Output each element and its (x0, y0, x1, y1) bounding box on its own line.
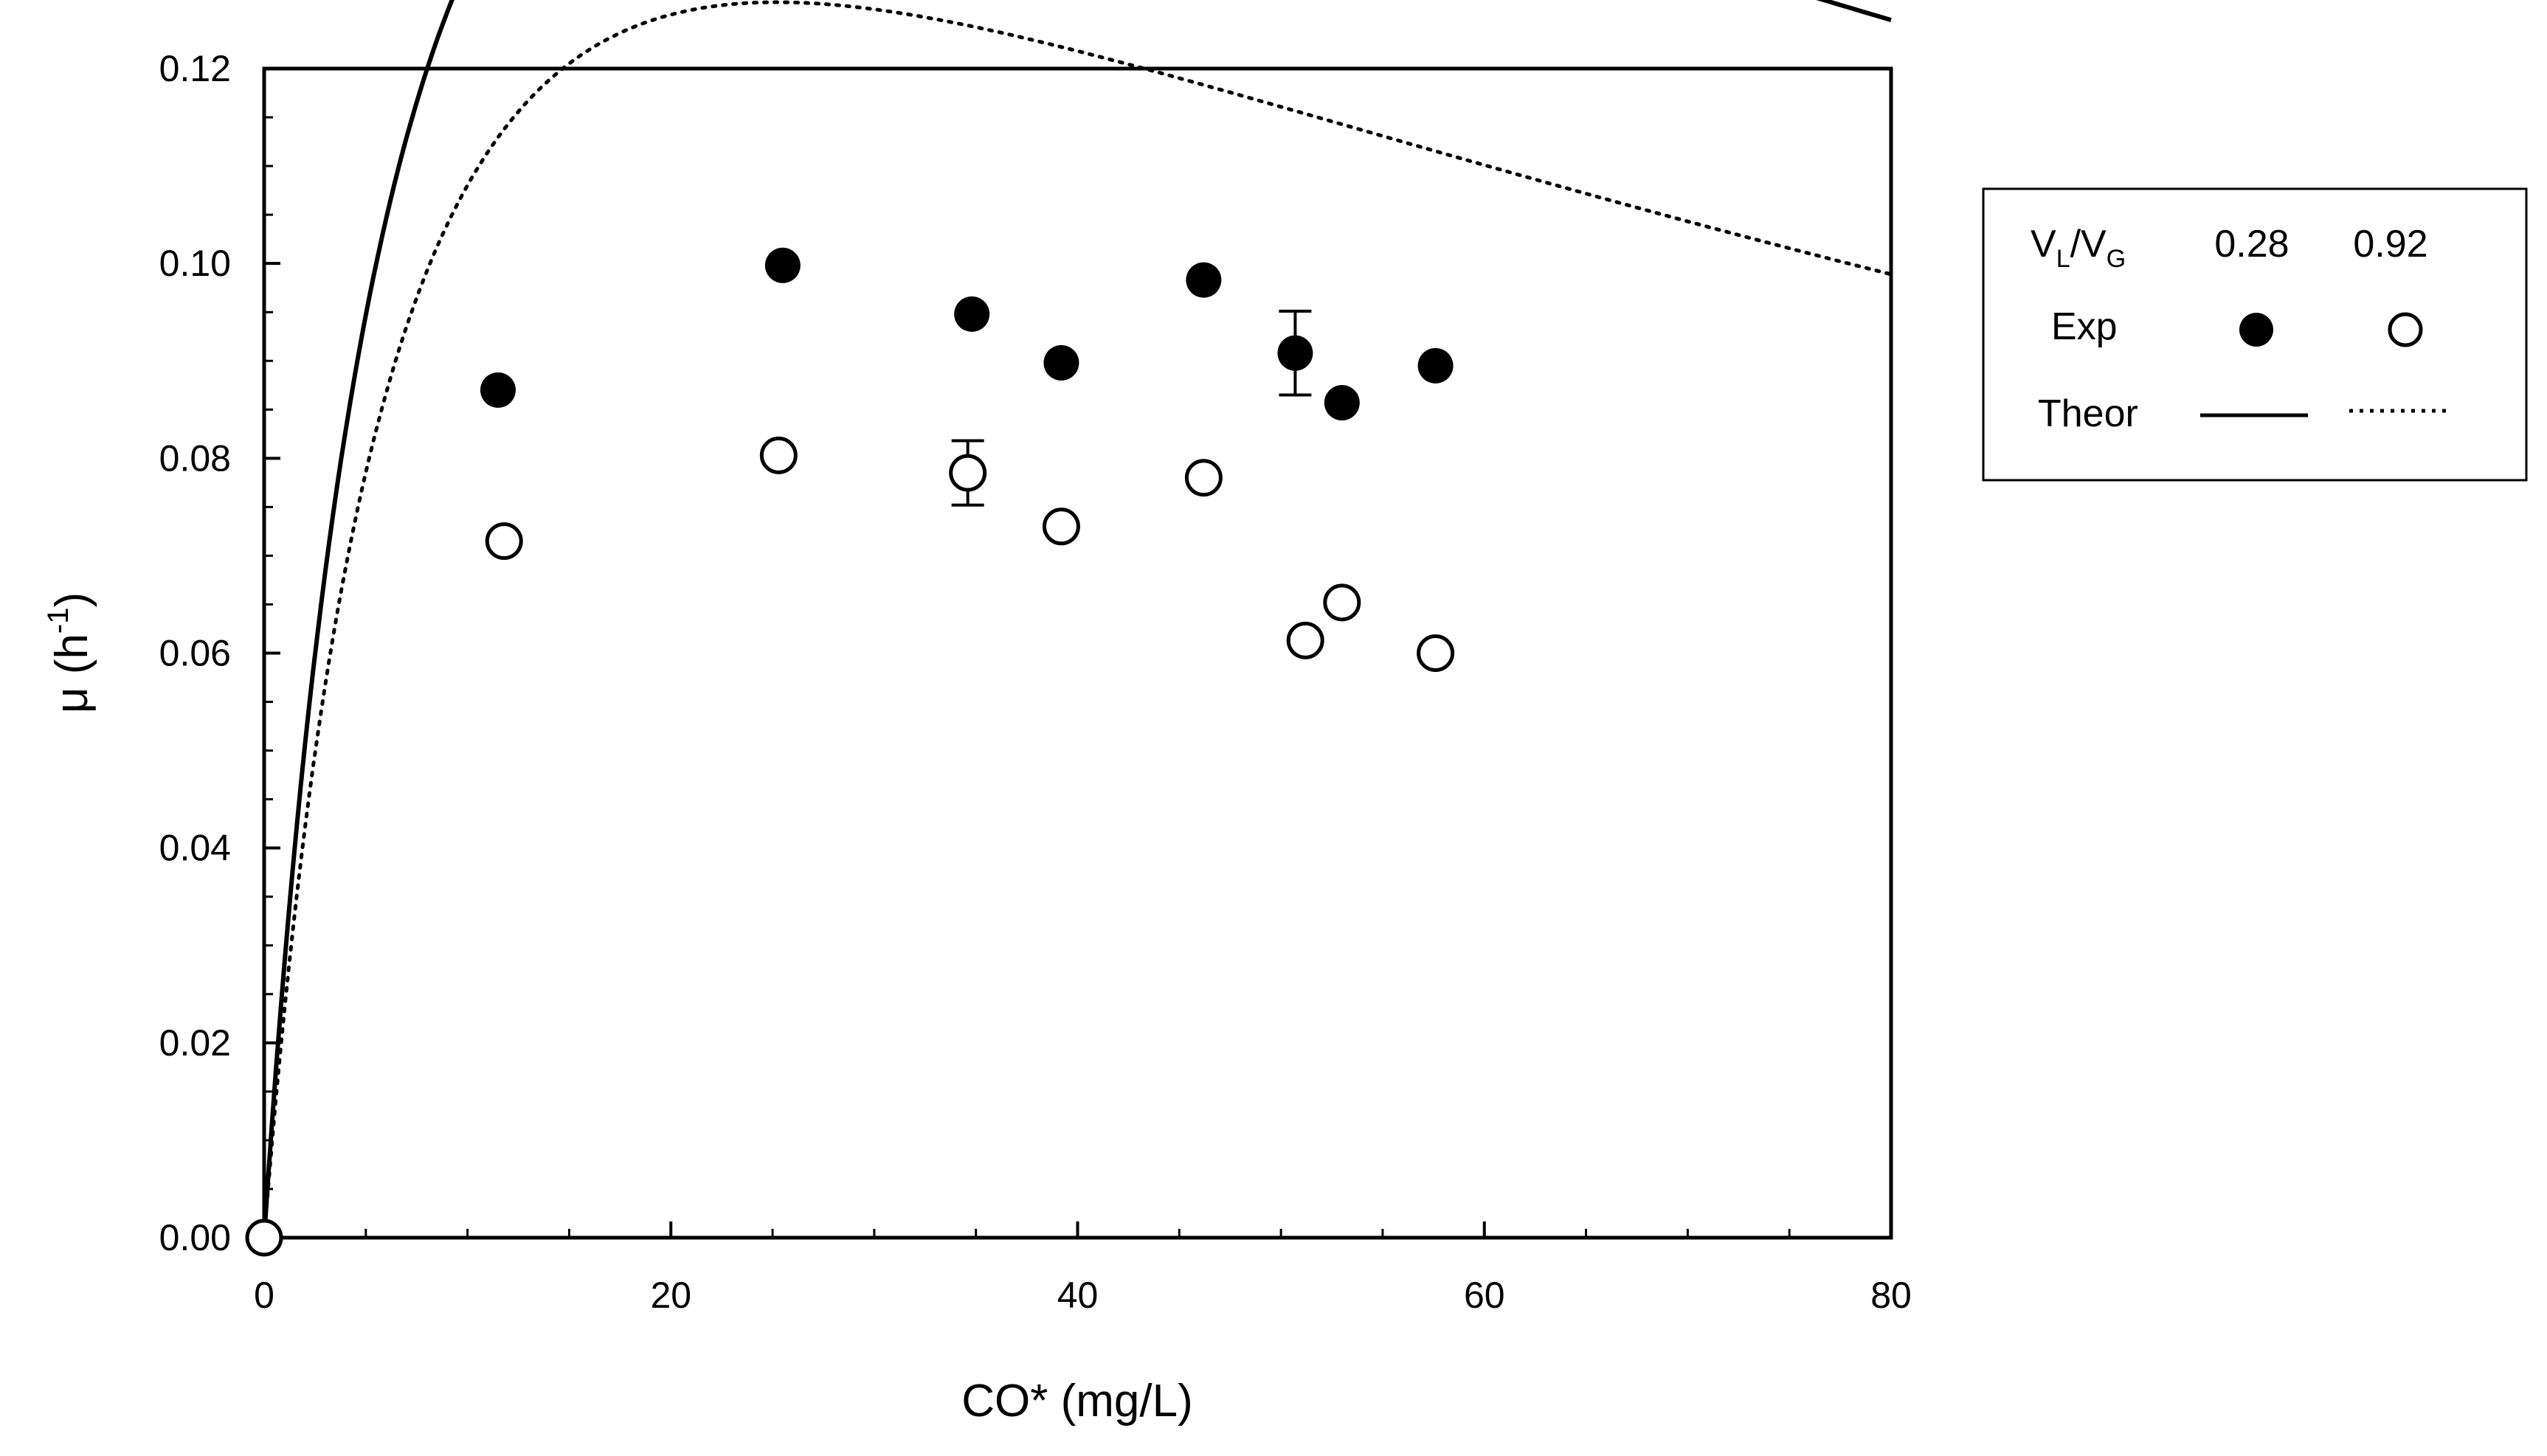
plot-area-border (262, 66, 1893, 1240)
minor-ticks (264, 116, 1791, 1238)
legend-header-label: VL/VG (2031, 223, 2126, 273)
error-bars (951, 309, 1312, 507)
point-exp-028 (1324, 385, 1360, 421)
theory-curve-092 (262, 0, 1893, 1240)
point-exp-092 (1286, 621, 1324, 659)
legend-col-028: 0.28 (2214, 223, 2289, 266)
y-tick-label: 0.06 (159, 633, 231, 674)
data-points (245, 247, 1455, 1257)
point-exp-028 (480, 372, 516, 408)
point-exp-092 (1323, 583, 1361, 622)
legend-marker-open (2388, 312, 2423, 347)
y-tick-label: 0.08 (159, 437, 231, 479)
y-axis-title-main: μ (h (46, 634, 97, 713)
point-exp-028 (1043, 344, 1079, 381)
point-exp-092 (759, 436, 798, 474)
point-exp-028 (954, 296, 990, 332)
x-tick-label: 80 (1870, 1275, 1912, 1316)
y-tick-label: 0.10 (159, 243, 231, 284)
legend-row-exp: Exp (2051, 305, 2118, 348)
point-exp-092 (485, 522, 523, 561)
legend-header-slash-v: /V (2070, 223, 2107, 266)
point-exp-092 (1184, 459, 1223, 497)
legend: VL/VG 0.28 0.92 Exp Theor (1982, 187, 2528, 482)
y-axis-title-superscript: -1 (42, 608, 75, 634)
legend-row-theor: Theor (2038, 392, 2138, 435)
y-tick-label: 0.04 (159, 828, 231, 869)
point-exp-028 (764, 247, 801, 283)
point-exp-028 (1186, 262, 1222, 298)
legend-header-v1: V (2031, 223, 2056, 266)
point-exp-028 (1277, 335, 1313, 371)
point-exp-092 (1417, 634, 1455, 672)
y-axis-ticks: 0.00 0.02 0.04 0.06 0.08 0.10 0.12 (159, 48, 280, 1258)
y-axis-title: μ (h-1) (42, 592, 97, 713)
y-tick-label: 0.00 (159, 1217, 231, 1258)
x-axis-ticks: 0 20 40 60 80 (254, 1221, 1912, 1316)
x-axis-title: CO* (mg/L) (961, 1376, 1192, 1426)
x-tick-label: 60 (1464, 1275, 1505, 1316)
legend-col-092: 0.92 (2353, 223, 2427, 266)
theory-curves (262, 0, 1893, 1240)
x-tick-label: 0 (254, 1275, 274, 1316)
x-tick-label: 40 (1057, 1275, 1099, 1316)
point-exp-028 (1417, 347, 1454, 384)
point-exp-092 (245, 1218, 283, 1257)
point-exp-092 (949, 454, 987, 492)
point-exp-092 (1042, 507, 1080, 546)
plot-frame (262, 66, 1893, 1240)
y-tick-label: 0.02 (159, 1022, 231, 1064)
theory-curve-028 (262, 0, 1892, 1238)
legend-header-sub-l: L (2056, 245, 2070, 273)
x-tick-label: 20 (650, 1275, 691, 1316)
y-tick-label: 0.12 (159, 48, 231, 89)
y-axis-title-close: ) (46, 592, 97, 608)
legend-header-sub-g: G (2107, 245, 2126, 273)
legend-marker-filled (2239, 313, 2273, 347)
